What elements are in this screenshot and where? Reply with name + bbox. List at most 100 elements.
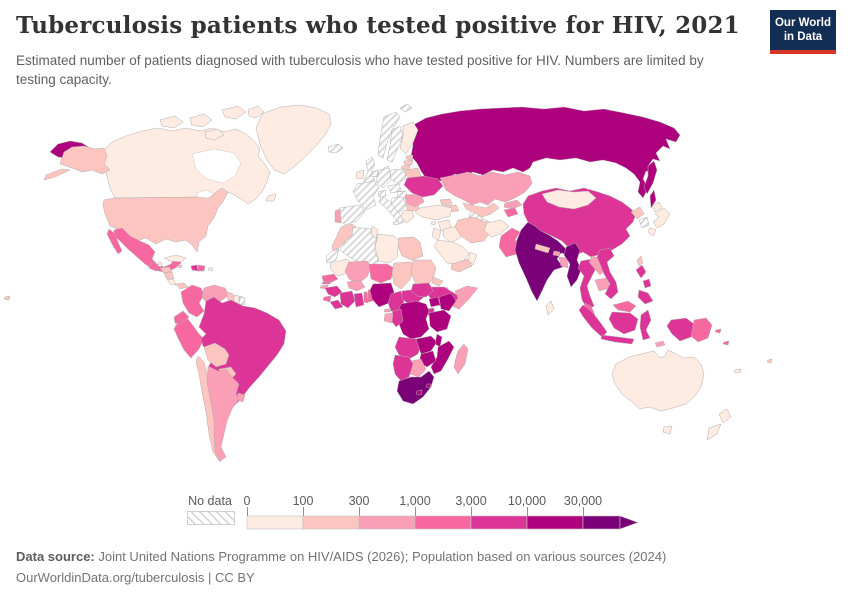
country-solomon-islands[interactable] xyxy=(722,340,730,346)
country-oman[interactable] xyxy=(467,251,478,266)
country-czechia-austria[interactable] xyxy=(387,183,402,194)
country-togo[interactable] xyxy=(363,291,369,304)
country-north-korea[interactable] xyxy=(630,206,645,220)
country-new-zealand-north[interactable] xyxy=(718,408,732,424)
country-lesotho[interactable] xyxy=(415,389,423,396)
country-morocco[interactable] xyxy=(331,223,360,252)
country-canada[interactable] xyxy=(101,127,271,205)
country-yemen[interactable] xyxy=(450,258,473,273)
country-gabon[interactable] xyxy=(383,312,394,324)
country-zambia[interactable] xyxy=(415,335,438,355)
country-indonesia-sulawesi[interactable] xyxy=(639,309,652,341)
country-western-sahara[interactable] xyxy=(325,248,340,264)
country-cuba[interactable] xyxy=(163,254,187,263)
country-vietnam[interactable] xyxy=(596,247,619,300)
country-germany[interactable] xyxy=(375,167,392,189)
country-french-guiana[interactable] xyxy=(238,295,246,306)
country-fiji[interactable] xyxy=(766,358,773,364)
country-argentina[interactable] xyxy=(206,365,240,462)
country-nicaragua[interactable] xyxy=(163,271,175,280)
country-nigeria[interactable] xyxy=(369,282,395,308)
country-estonia[interactable] xyxy=(405,154,414,161)
country-philippines-visayas[interactable] xyxy=(642,278,652,289)
country-eswatini[interactable] xyxy=(425,383,432,389)
no-data-swatch[interactable] xyxy=(187,511,235,525)
country-china[interactable] xyxy=(522,187,637,258)
country-south-korea[interactable] xyxy=(638,216,650,229)
country-guinea[interactable] xyxy=(324,285,343,298)
country-tajikistan[interactable] xyxy=(503,207,519,218)
country-philippines-mindanao[interactable] xyxy=(637,289,654,305)
country-south-africa[interactable] xyxy=(396,370,435,405)
country-cyprus[interactable] xyxy=(430,221,437,226)
country-sudan[interactable] xyxy=(410,259,437,288)
country-canada-island-3[interactable] xyxy=(221,105,247,120)
country-canada-island-5[interactable] xyxy=(204,128,225,141)
country-myanmar[interactable] xyxy=(563,242,582,288)
country-costa-rica[interactable] xyxy=(166,278,177,286)
country-papua-new-guinea[interactable] xyxy=(690,317,713,343)
country-indonesia-papua[interactable] xyxy=(666,317,695,342)
country-australia[interactable] xyxy=(611,349,705,412)
country-libya[interactable] xyxy=(374,233,400,264)
country-benelux[interactable] xyxy=(370,169,379,178)
country-italy-sicily[interactable] xyxy=(392,220,400,226)
country-bangladesh[interactable] xyxy=(558,256,569,269)
country-dominican-republic[interactable] xyxy=(197,264,206,272)
country-svalbard[interactable] xyxy=(399,103,413,113)
country-russia-kamchatka[interactable] xyxy=(643,160,658,195)
country-panama[interactable] xyxy=(175,282,189,290)
country-indonesia-sumatra[interactable] xyxy=(578,304,608,338)
license-line[interactable]: OurWorldinData.org/tuberculosis | CC BY xyxy=(16,570,255,586)
country-mali[interactable] xyxy=(344,260,372,285)
country-liberia[interactable] xyxy=(329,299,344,310)
country-norway[interactable] xyxy=(377,111,401,159)
country-canada-island-1[interactable] xyxy=(159,115,184,129)
country-usa-hawaii[interactable] xyxy=(3,295,11,301)
country-belize[interactable] xyxy=(157,261,163,268)
country-uganda[interactable] xyxy=(428,296,441,308)
country-france[interactable] xyxy=(352,180,380,211)
country-sierra-leone[interactable] xyxy=(322,295,332,303)
country-sweden[interactable] xyxy=(386,125,404,163)
country-iceland[interactable] xyxy=(327,143,344,154)
country-bhutan[interactable] xyxy=(552,250,561,257)
country-spain[interactable] xyxy=(336,204,366,226)
country-indonesia-kalimantan[interactable] xyxy=(608,311,639,335)
country-afghanistan[interactable] xyxy=(483,219,510,238)
country-latvia[interactable] xyxy=(403,159,414,166)
country-turkey[interactable] xyxy=(414,204,453,221)
country-haiti[interactable] xyxy=(190,264,199,272)
country-honduras[interactable] xyxy=(159,266,173,274)
country-peru[interactable] xyxy=(173,318,205,359)
country-malaysia-borneo[interactable] xyxy=(612,300,637,313)
country-philippines-luzon[interactable] xyxy=(635,264,647,279)
country-taiwan[interactable] xyxy=(636,255,644,267)
country-chad[interactable] xyxy=(391,261,415,290)
country-georgia[interactable] xyxy=(439,198,453,206)
country-nepal[interactable] xyxy=(534,243,551,254)
country-japan-hokkaido[interactable] xyxy=(651,201,663,213)
country-japan-honshu[interactable] xyxy=(652,207,671,229)
country-ghana[interactable] xyxy=(353,292,365,308)
owid-logo[interactable]: Our World in Data xyxy=(770,10,836,54)
country-tunisia[interactable] xyxy=(370,225,379,240)
country-eritrea[interactable] xyxy=(431,276,444,287)
country-cote-divoire[interactable] xyxy=(339,290,356,309)
country-south-sudan[interactable] xyxy=(410,282,434,298)
country-somalia[interactable] xyxy=(451,285,479,310)
country-burkina-faso[interactable] xyxy=(346,279,366,292)
country-australia-tasmania[interactable] xyxy=(662,425,673,435)
country-new-zealand-south[interactable] xyxy=(706,423,722,441)
country-uruguay[interactable] xyxy=(236,392,246,403)
country-ireland[interactable] xyxy=(355,169,365,180)
country-gambia[interactable] xyxy=(321,280,332,285)
country-iraq[interactable] xyxy=(442,225,462,244)
country-colombia[interactable] xyxy=(180,284,205,318)
country-venezuela[interactable] xyxy=(201,284,230,305)
country-kenya[interactable] xyxy=(438,292,457,312)
country-united-kingdom[interactable] xyxy=(362,156,376,189)
country-malawi[interactable] xyxy=(434,333,443,348)
country-japan-kyushu[interactable] xyxy=(647,227,657,237)
country-png-islands[interactable] xyxy=(714,328,722,334)
